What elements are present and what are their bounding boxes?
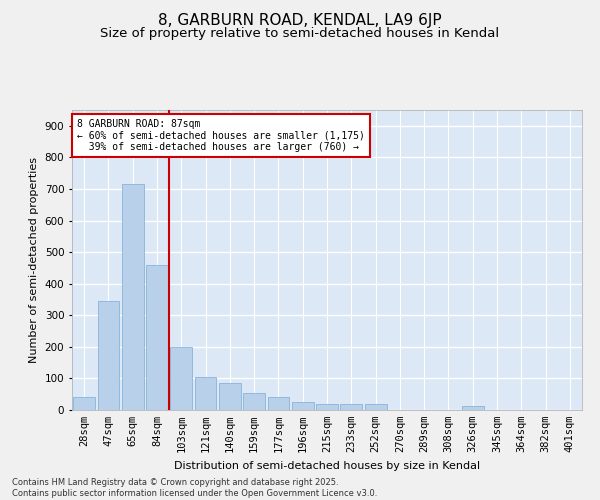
Bar <box>292 402 314 410</box>
Bar <box>122 184 143 410</box>
X-axis label: Distribution of semi-detached houses by size in Kendal: Distribution of semi-detached houses by … <box>174 460 480 470</box>
Y-axis label: Number of semi-detached properties: Number of semi-detached properties <box>29 157 39 363</box>
Text: 8 GARBURN ROAD: 87sqm
← 60% of semi-detached houses are smaller (1,175)
  39% of: 8 GARBURN ROAD: 87sqm ← 60% of semi-deta… <box>77 119 365 152</box>
Bar <box>146 264 168 410</box>
Bar <box>365 404 386 410</box>
Bar <box>268 398 289 410</box>
Bar <box>170 347 192 410</box>
Text: Contains HM Land Registry data © Crown copyright and database right 2025.
Contai: Contains HM Land Registry data © Crown c… <box>12 478 377 498</box>
Bar <box>194 377 217 410</box>
Bar <box>316 404 338 410</box>
Text: 8, GARBURN ROAD, KENDAL, LA9 6JP: 8, GARBURN ROAD, KENDAL, LA9 6JP <box>158 12 442 28</box>
Bar <box>73 396 95 410</box>
Bar <box>97 301 119 410</box>
Bar <box>462 406 484 410</box>
Bar <box>219 383 241 410</box>
Bar <box>340 404 362 410</box>
Bar <box>243 392 265 410</box>
Text: Size of property relative to semi-detached houses in Kendal: Size of property relative to semi-detach… <box>100 28 500 40</box>
